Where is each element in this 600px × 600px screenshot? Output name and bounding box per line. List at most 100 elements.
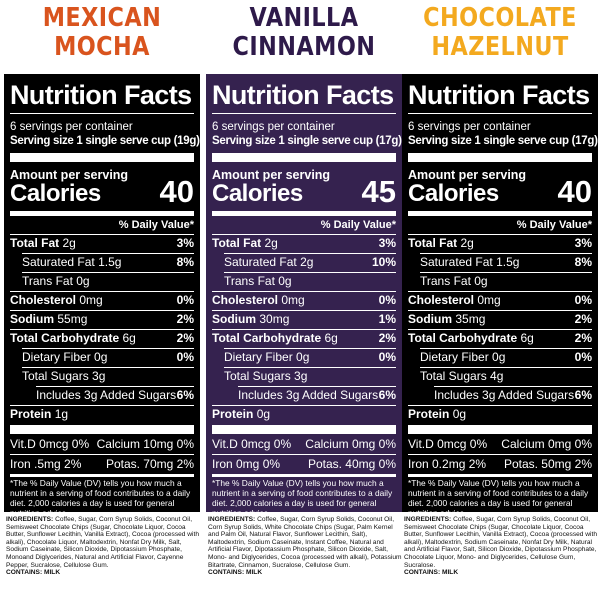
total-carbohydrate-dv: 2% — [574, 331, 592, 345]
sodium-label: Sodium — [408, 312, 452, 326]
saturated-fat-row: Saturated Fat 1.5g 8% — [10, 253, 194, 272]
saturated-fat-row: Saturated Fat 1.5g 8% — [408, 253, 592, 272]
daily-value-header: % Daily Value* — [320, 219, 396, 231]
daily-value-header: % Daily Value* — [118, 219, 194, 231]
cholesterol-row: Cholesterol 0mg 0% — [212, 291, 396, 310]
total-fat-label: Total Fat — [408, 236, 458, 250]
serving-size: Serving size 1 single serve cup (17g) — [212, 135, 402, 147]
calories-label: Calories — [10, 180, 101, 207]
divider — [212, 113, 396, 114]
protein-row: Protein 0g — [408, 405, 592, 424]
nutrition-facts-panel: Nutrition Facts 6 servings per container… — [402, 74, 598, 518]
total-fat-dv: 3% — [176, 236, 194, 250]
ingredients-label: INGREDIENTS: — [404, 516, 452, 523]
sodium-amount: 30mg — [259, 312, 290, 326]
added-sugars-dv: 6% — [574, 388, 592, 402]
label-column: VANILLA CINNAMON Nutrition Facts 6 servi… — [206, 0, 402, 600]
added-sugars-dv: 6% — [176, 388, 194, 402]
saturated-fat-dv: 8% — [574, 255, 592, 269]
protein-row: Protein 0g — [212, 405, 396, 424]
cholesterol-amount: 0mg — [281, 293, 305, 307]
protein-amount: 0g — [452, 407, 467, 421]
dietary-fiber-row: Dietary Fiber 0g 0% — [408, 348, 592, 367]
ingredients-label: INGREDIENTS: — [6, 516, 54, 523]
mineral-row: Iron 0.2mg 2% Potas. 50mg 2% — [408, 455, 592, 474]
trans-fat-label: Trans Fat — [420, 274, 471, 288]
saturated-fat-dv: 8% — [176, 255, 194, 269]
amount-per-serving: Amount per serving — [10, 168, 129, 182]
trans-fat-row: Trans Fat 0g — [212, 272, 396, 291]
saturated-fat-label: Saturated Fat — [22, 255, 95, 269]
vitamin-d: Vit.D 0mcg 0% — [212, 437, 292, 451]
saturated-fat-dv: 10% — [371, 255, 396, 269]
medium-divider — [212, 211, 396, 216]
dietary-fiber-row: Dietary Fiber 0g 0% — [212, 348, 396, 367]
daily-value-footnote: *The % Daily Value (DV) tells you how mu… — [408, 478, 589, 518]
total-carbohydrate-label: Total Carbohydrate — [212, 331, 322, 345]
sodium-amount: 55mg — [57, 312, 88, 326]
thick-divider — [212, 153, 396, 162]
protein-row: Protein 1g — [10, 405, 194, 424]
flavor-name-line2: MOCHA — [54, 32, 150, 62]
cholesterol-row: Cholesterol 0mg 0% — [408, 291, 592, 310]
iron: Iron .5mg 2% — [10, 457, 82, 471]
flavor-name-line2: HAZELNUT — [431, 32, 569, 62]
total-carbohydrate-amount: 6g — [324, 331, 338, 345]
allergen-statement: CONTAINS: MILK — [6, 569, 61, 577]
flavor-name: MEXICAN MOCHA — [18, 4, 187, 70]
flavor-name: CHOCOLATE HAZELNUT — [416, 4, 585, 70]
ingredients: INGREDIENTS: Coffee, Sugar, Corn Syrup S… — [404, 516, 598, 577]
protein-label: Protein — [408, 407, 450, 421]
cholesterol-label: Cholesterol — [408, 293, 475, 307]
sodium-dv: 1% — [378, 312, 396, 326]
nutrition-facts-panel: Nutrition Facts 6 servings per container… — [4, 74, 200, 518]
divider — [408, 454, 592, 455]
potassium: Potas. 70mg 2% — [105, 457, 194, 471]
thick-divider — [10, 425, 194, 434]
saturated-fat-amount: 2g — [300, 255, 314, 269]
thick-divider — [408, 425, 592, 434]
ingredients-text: Coffee, Sugar, Corn Syrup Solids, Coconu… — [208, 516, 402, 569]
sodium-amount: 35mg — [455, 312, 486, 326]
dietary-fiber-dv: 0% — [574, 350, 592, 364]
divider — [10, 454, 194, 455]
total-fat-row: Total Fat 2g 3% — [212, 234, 396, 253]
trans-fat-amount: 0g — [474, 274, 488, 288]
trans-fat-label: Trans Fat — [22, 274, 73, 288]
calories-label: Calories — [408, 180, 499, 207]
total-fat-dv: 3% — [378, 236, 396, 250]
cholesterol-label: Cholesterol — [212, 293, 279, 307]
dietary-fiber-amount: 0g — [296, 350, 310, 364]
sodium-row: Sodium 35mg 2% — [408, 310, 592, 329]
protein-amount: 0g — [256, 407, 271, 421]
protein-label: Protein — [212, 407, 254, 421]
dietary-fiber-label: Dietary Fiber — [420, 350, 489, 364]
vitamin-row: Vit.D 0mcg 0% Calcium 10mg 0% — [10, 435, 194, 454]
calories-value: 40 — [557, 174, 592, 209]
sodium-dv: 2% — [574, 312, 592, 326]
ingredients: INGREDIENTS: Coffee, Sugar, Corn Syrup S… — [6, 516, 200, 577]
sodium-row: Sodium 30mg 1% — [212, 310, 396, 329]
nutrition-facts-title: Nutrition Facts — [212, 80, 394, 110]
total-sugars-amount: 3g — [92, 369, 106, 383]
total-fat-amount: 2g — [62, 236, 76, 250]
total-fat-amount: 2g — [460, 236, 474, 250]
dietary-fiber-amount: 0g — [94, 350, 108, 364]
saturated-fat-label: Saturated Fat — [420, 255, 493, 269]
amount-per-serving: Amount per serving — [212, 168, 331, 182]
total-fat-row: Total Fat 2g 3% — [10, 234, 194, 253]
vitamin-d: Vit.D 0mcg 0% — [10, 437, 90, 451]
trans-fat-amount: 0g — [76, 274, 90, 288]
protein-amount: 1g — [54, 407, 69, 421]
total-sugars-label: Total Sugars — [224, 369, 291, 383]
nutrition-facts-panel: Nutrition Facts 6 servings per container… — [206, 74, 402, 518]
total-sugars-row: Total Sugars 3g — [10, 367, 194, 386]
daily-value-footnote: *The % Daily Value (DV) tells you how mu… — [212, 478, 393, 518]
total-carbohydrate-label: Total Carbohydrate — [10, 331, 120, 345]
iron: Iron 0mg 0% — [212, 457, 281, 471]
thick-divider — [10, 153, 194, 162]
total-carbohydrate-amount: 6g — [520, 331, 534, 345]
flavor-name-line2: CINNAMON — [232, 32, 376, 62]
nutrition-facts-title: Nutrition Facts — [408, 80, 590, 110]
dietary-fiber-amount: 0g — [492, 350, 506, 364]
